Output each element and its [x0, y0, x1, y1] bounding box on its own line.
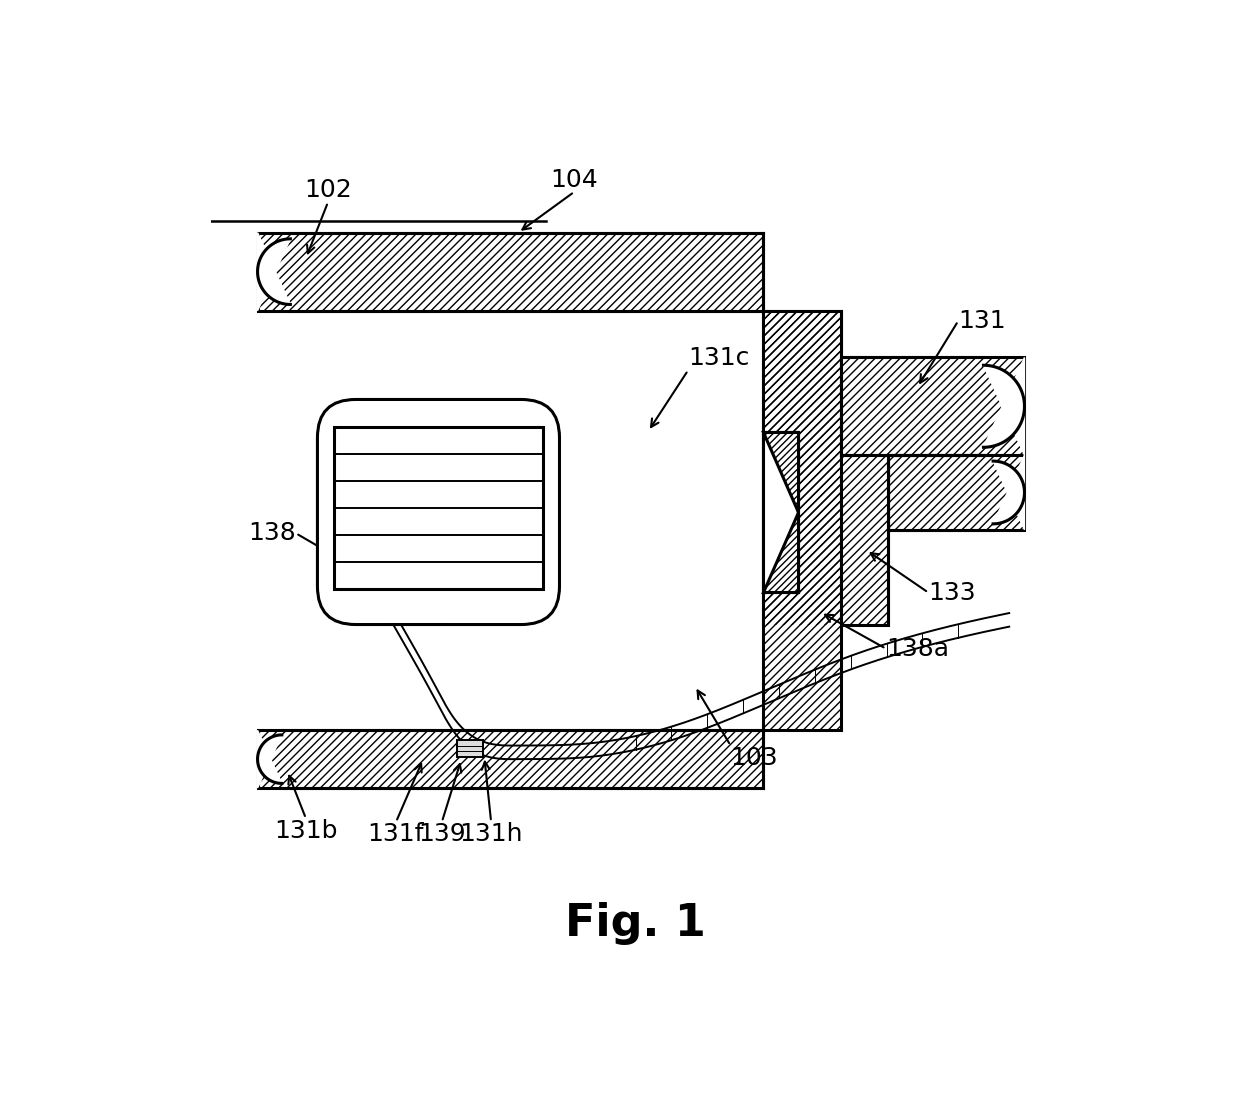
Polygon shape — [763, 512, 799, 591]
Text: 139: 139 — [418, 822, 466, 846]
Polygon shape — [983, 357, 1024, 456]
Polygon shape — [763, 311, 841, 730]
Text: 131f: 131f — [368, 822, 424, 846]
Text: 131h: 131h — [459, 822, 523, 846]
Text: 138a: 138a — [887, 636, 949, 661]
Text: 102: 102 — [304, 178, 352, 202]
Polygon shape — [993, 456, 1024, 529]
Bar — [763, 432, 799, 591]
Bar — [335, 428, 543, 589]
Polygon shape — [763, 311, 841, 625]
Text: Fig. 1: Fig. 1 — [565, 902, 706, 945]
Text: 131b: 131b — [274, 818, 337, 843]
Polygon shape — [841, 456, 888, 625]
Polygon shape — [258, 233, 290, 311]
Polygon shape — [258, 233, 763, 311]
Polygon shape — [258, 730, 281, 788]
Bar — [458, 740, 482, 757]
Text: 138: 138 — [248, 522, 296, 545]
Text: 104: 104 — [551, 168, 598, 192]
Text: 133: 133 — [929, 580, 976, 604]
Text: 103: 103 — [730, 746, 779, 770]
Polygon shape — [841, 357, 1024, 456]
Text: 131c: 131c — [688, 346, 749, 371]
Polygon shape — [258, 730, 763, 788]
FancyBboxPatch shape — [317, 399, 559, 624]
Polygon shape — [763, 432, 799, 512]
Polygon shape — [888, 456, 1024, 529]
Text: 131: 131 — [959, 309, 1006, 333]
